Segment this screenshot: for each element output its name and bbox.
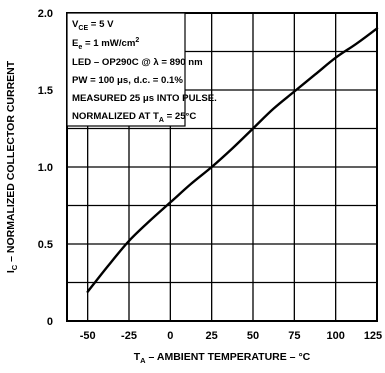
x-tick-label: 125 [364, 330, 382, 342]
x-tick-label: -50 [80, 330, 96, 342]
series-line [86, 27, 379, 293]
x-tick-label: 25 [206, 330, 218, 342]
y-tick-labels: 0 0.5 1.0 1.5 2.0 [38, 8, 53, 328]
x-tick-label: 50 [247, 330, 259, 342]
annotation-measured: MEASURED 25 μs INTO PULSE. [72, 93, 217, 104]
x-tick-label: 0 [167, 330, 173, 342]
x-axis-label: TA – AMBIENT TEMPERATURE – °C [134, 351, 311, 365]
x-tick-label: -25 [121, 330, 137, 342]
y-tick-label: 0 [47, 316, 53, 328]
y-tick-label: 0.5 [38, 239, 53, 251]
y-tick-label: 2.0 [38, 8, 53, 20]
x-tick-label: 100 [326, 330, 344, 342]
annotation-ee: Ee = 1 mW/cm2 [72, 37, 139, 51]
x-tick-label: 75 [288, 330, 300, 342]
annotation-pw: PW = 100 μs, d.c. = 0.1% [72, 75, 183, 86]
annotation-led: LED – OP290C @ λ = 890 nm [72, 57, 203, 68]
x-tick-labels: -50 -25 0 25 50 75 100 125 [80, 330, 382, 342]
y-axis-label: IC – NORMALIZED COLLECTOR CURRENT [5, 60, 19, 273]
annotation-box [66, 12, 186, 127]
y-tick-label: 1.5 [38, 85, 53, 97]
y-tick-label: 1.0 [38, 162, 53, 174]
annotation-normalized: NORMALIZED AT TA = 25°C [72, 111, 196, 124]
